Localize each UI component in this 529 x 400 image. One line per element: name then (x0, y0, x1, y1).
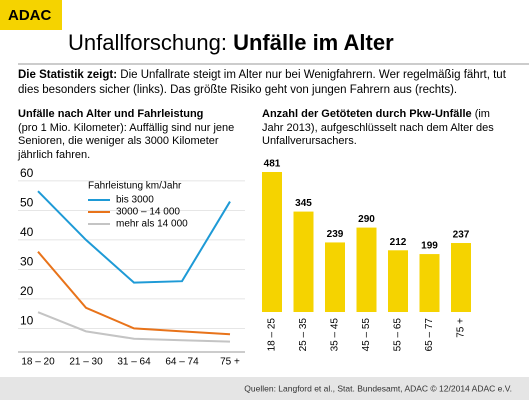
chart-subtitle: (im Jahr 2013), aufgeschlüsselt nach dem… (262, 108, 494, 147)
bar (388, 250, 408, 312)
y-tick-label: 20 (20, 284, 34, 298)
y-tick-label: 40 (20, 225, 34, 239)
x-tick-label: 65 – 77 (424, 318, 435, 352)
intro-text: Die Unfallrate steigt im Alter nur bei W… (18, 69, 506, 96)
bar (419, 254, 440, 312)
chart-subtitle: (pro 1 Mio. Kilometer): Auffällig sind n… (18, 121, 235, 161)
legend-label: bis 3000 (116, 195, 154, 206)
x-tick-label: 75 + (220, 357, 240, 368)
value-label: 481 (264, 159, 281, 170)
value-label: 239 (327, 229, 344, 240)
logo: ADAC (8, 7, 51, 24)
x-tick-label: 45 – 55 (361, 318, 372, 352)
intro-lead: Die Statistik zeigt: (18, 69, 118, 81)
y-tick-label: 60 (20, 166, 34, 180)
right-heading: Anzahl der Getöteten durch Pkw-Unfälle (… (262, 108, 512, 149)
chart-title: Anzahl der Getöteten durch Pkw-Unfälle (262, 108, 472, 120)
value-label: 199 (421, 241, 438, 252)
bar (262, 172, 282, 312)
title: Unfallforschung: Unfälle im Alter (68, 30, 394, 56)
legend-label: mehr als 14 000 (116, 219, 188, 230)
logo-box (0, 0, 62, 30)
x-tick-label: 75 + (456, 318, 467, 338)
x-tick-label: 25 – 35 (298, 318, 309, 352)
x-tick-label: 55 – 65 (393, 318, 404, 352)
x-tick-label: 21 – 30 (69, 357, 103, 368)
x-tick-label: 35 – 45 (330, 318, 341, 352)
title-bold: Unfälle im Alter (233, 30, 394, 55)
x-tick-label: 31 – 64 (117, 357, 151, 368)
value-label: 237 (453, 230, 470, 241)
left-heading: Unfälle nach Alter und Fahrleistung (pro… (18, 108, 250, 162)
intro: Die Statistik zeigt: Die Unfallrate stei… (18, 68, 518, 98)
title-light: Unfallforschung: (68, 30, 227, 55)
value-label: 290 (358, 214, 375, 225)
series-line (37, 251, 231, 336)
value-label: 345 (295, 198, 312, 209)
x-tick-label: 18 – 20 (21, 357, 55, 368)
bar (293, 211, 314, 312)
legend-title: Fahrleistung km/Jahr (88, 181, 182, 192)
x-tick-label: 18 – 25 (267, 318, 278, 352)
value-label: 212 (390, 237, 407, 248)
series-line (37, 311, 231, 343)
series-line (37, 190, 231, 284)
bar (356, 227, 377, 312)
bar (451, 243, 471, 312)
legend-label: 3000 – 14 000 (116, 207, 180, 218)
y-tick-label: 50 (20, 196, 34, 210)
chart-title: Unfälle nach Alter und Fahrleistung (18, 108, 204, 120)
footer-bar (0, 377, 529, 400)
y-tick-label: 30 (20, 255, 34, 269)
footer-source: Quellen: Langford et al., Stat. Bundesam… (244, 383, 512, 393)
x-tick-label: 64 – 74 (165, 357, 199, 368)
bar (325, 242, 345, 312)
y-tick-label: 10 (20, 314, 34, 328)
